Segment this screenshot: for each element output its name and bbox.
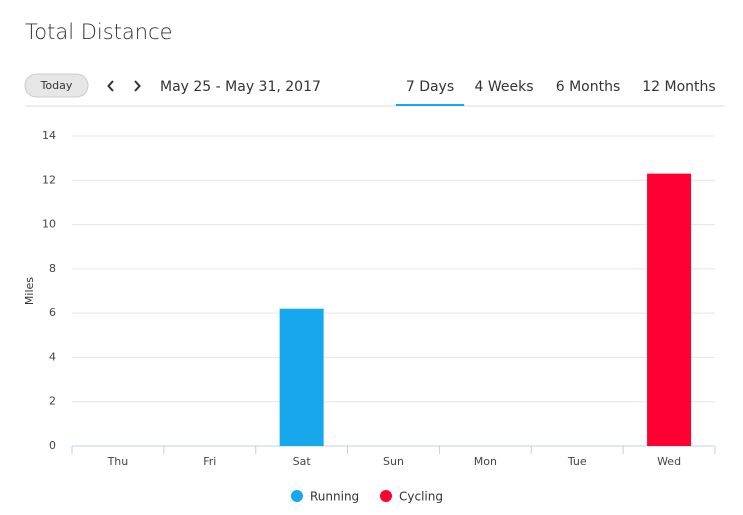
y-tick-label: 6 <box>49 306 56 319</box>
y-tick-label: 10 <box>42 218 56 231</box>
x-tick-label: Tue <box>567 455 587 468</box>
legend-label: Running <box>310 490 359 504</box>
next-arrow[interactable] <box>134 80 141 92</box>
y-tick-label: 8 <box>49 262 56 275</box>
tab[interactable]: 7 Days <box>406 79 454 95</box>
x-tick-label: Mon <box>474 455 497 468</box>
y-axis-label: Miles <box>23 277 36 305</box>
x-tick-label: Fri <box>203 455 216 468</box>
legend-swatch <box>380 490 392 502</box>
legend-label: Cycling <box>399 490 443 504</box>
x-tick-label: Thu <box>107 455 129 468</box>
today-label: Today <box>40 79 73 92</box>
y-tick-label: 4 <box>49 350 56 363</box>
today-button[interactable] <box>24 73 89 98</box>
bar <box>647 173 692 446</box>
y-tick-label: 2 <box>49 395 56 408</box>
legend-swatch <box>291 490 303 502</box>
y-tick-label: 14 <box>42 129 56 142</box>
x-tick-label: Wed <box>657 455 681 468</box>
tab[interactable]: 4 Weeks <box>474 79 533 95</box>
tab[interactable]: 12 Months <box>642 79 715 95</box>
prev-arrow[interactable] <box>107 80 114 92</box>
x-tick-label: Sat <box>293 455 312 468</box>
tabs: 7 Days 4 Weeks 6 Months 12 Months <box>395 79 716 106</box>
chart: Miles 0 2 4 6 8 10 12 14 Thu Fri Sat Sun Mon Tue Wed Ru… <box>23 129 716 504</box>
y-tick-label: 0 <box>49 439 56 452</box>
tab[interactable]: 6 Months <box>556 79 621 95</box>
page-title: Total Distance <box>25 20 173 44</box>
bar <box>279 308 324 446</box>
y-tick-label: 12 <box>42 173 56 186</box>
date-range: May 25 - May 31, 2017 <box>160 79 321 95</box>
x-tick-label: Sun <box>383 455 404 468</box>
